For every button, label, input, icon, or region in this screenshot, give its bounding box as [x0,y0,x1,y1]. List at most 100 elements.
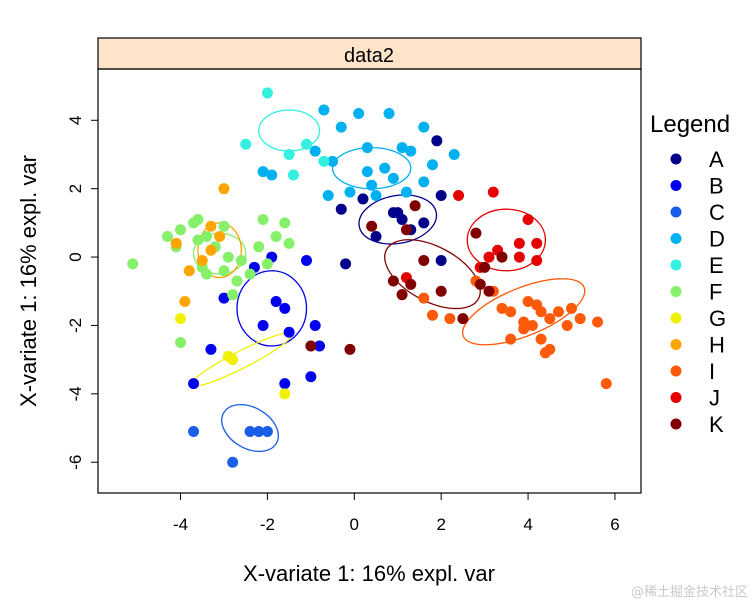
point-a [435,190,447,202]
x-tick-label: -2 [260,515,275,534]
points-layer [127,87,612,468]
point-f [162,231,174,243]
point-f [222,251,234,263]
y-tick-label: -6 [66,455,85,470]
legend-label-j: J [709,386,720,411]
point-b [283,326,295,338]
confidence-ellipse-j [466,208,547,272]
point-e [283,148,295,160]
ellipse-layer [190,109,586,453]
point-f [192,234,204,246]
point-i [539,347,551,359]
point-j [522,213,534,225]
x-tick-label: 4 [523,515,532,534]
point-k [474,278,486,290]
y-tick-label: 0 [66,252,85,261]
point-b [270,296,282,308]
x-axis-label: X-variate 1: 16% expl. var [243,561,495,586]
legend-marker-d [670,233,682,244]
point-k [457,313,469,325]
point-j [483,251,495,263]
point-e [318,155,330,167]
point-d [405,145,417,157]
legend-marker-k [670,418,682,430]
legend-marker-h [670,339,682,350]
confidence-ellipse-g [190,332,293,388]
point-e [301,138,313,150]
confidence-ellipse-b [236,270,308,347]
point-h [214,231,226,243]
point-f [201,268,213,280]
point-a [340,258,352,270]
point-d [344,186,356,198]
point-k [418,254,430,266]
point-j [513,237,525,249]
point-f [218,220,230,232]
point-f [253,241,265,253]
confidence-ellipse-c [221,403,279,453]
x-tick-label: 2 [436,515,445,534]
legend-label-d: D [709,227,725,252]
x-tick-label: 0 [350,515,359,534]
point-a [431,135,443,147]
legend-label-f: F [709,280,722,305]
point-b [314,340,326,352]
point-b [205,343,217,355]
point-f [201,231,213,243]
point-i [505,306,517,318]
legend-label-g: G [709,306,726,331]
legend-label-c: C [709,200,725,225]
point-f [218,265,230,277]
x-tick-label: 6 [610,515,619,534]
point-i [535,333,547,345]
point-i [496,302,508,314]
confidence-ellipse-a [358,194,438,245]
point-a [387,207,399,219]
legend-title: Legend [650,111,730,138]
panel-strip: data2 [97,37,642,70]
point-d [318,104,330,116]
point-f [227,289,239,301]
point-d [370,190,382,202]
y-tick-label: 4 [66,116,85,125]
legend-marker-g [670,312,682,324]
point-i [544,313,556,325]
point-d [396,142,408,154]
point-k [409,200,421,212]
point-c [244,425,256,437]
point-i [426,309,438,321]
point-k [496,251,508,263]
watermark: @稀土掘金技术社区 [630,585,748,600]
confidence-ellipse-h [197,222,243,279]
y-tick-label: -4 [66,386,85,401]
point-f [235,254,247,266]
point-f [175,337,187,349]
point-a [357,193,369,205]
point-b [279,302,291,314]
point-h [183,265,195,277]
legend-label-i: I [709,359,715,384]
point-b [257,319,269,331]
legend-marker-e [670,259,682,271]
point-d [257,166,269,178]
point-b [309,319,321,331]
point-b [279,378,291,390]
point-d [383,107,395,119]
point-a [335,203,347,215]
point-f [279,217,291,229]
point-j [531,237,543,249]
point-d [418,121,430,133]
point-c [188,425,200,437]
point-i [505,333,517,345]
point-i [565,302,577,314]
point-d [387,172,399,184]
point-d [361,166,373,178]
point-e [287,169,299,181]
point-d [322,190,334,202]
point-f [192,213,204,225]
point-j [487,186,499,198]
point-h [205,244,217,256]
point-a [396,213,408,225]
